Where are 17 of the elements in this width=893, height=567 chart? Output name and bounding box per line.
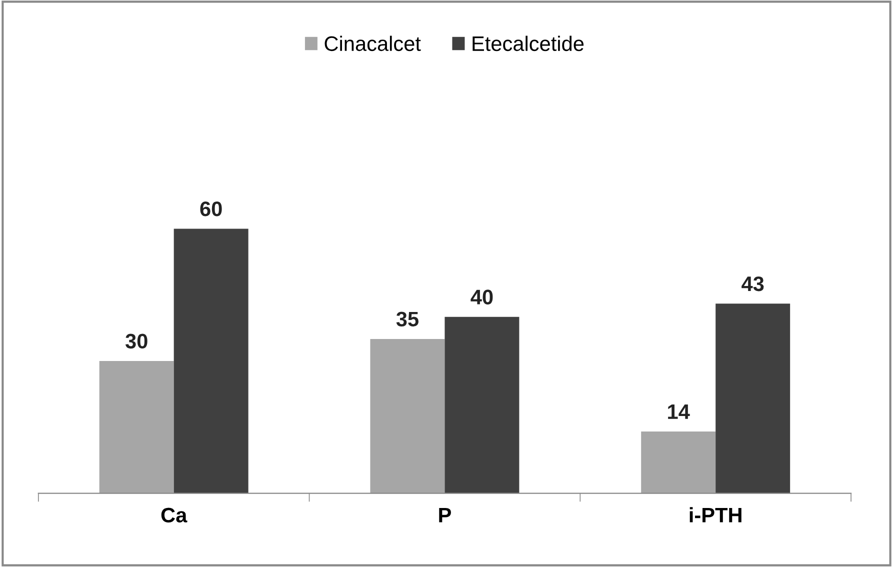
data-label: 35 (396, 312, 418, 327)
x-tick-label: P (439, 508, 451, 522)
data-label: 60 (200, 201, 222, 216)
legend-label: Etecalcetide (472, 36, 584, 52)
bar (641, 432, 716, 494)
data-label: 30 (125, 334, 148, 349)
data-label: 14 (668, 404, 690, 419)
x-tick-label: i-PTH (690, 507, 742, 522)
bar (174, 228, 248, 494)
bar (370, 338, 445, 494)
bar (444, 316, 520, 494)
data-label: 40 (470, 290, 493, 304)
data-label: 43 (742, 276, 764, 292)
bar (99, 360, 174, 494)
bar (716, 304, 790, 494)
legend-label: Cinacalcet (324, 36, 421, 52)
x-tick-label: Ca (161, 508, 188, 522)
